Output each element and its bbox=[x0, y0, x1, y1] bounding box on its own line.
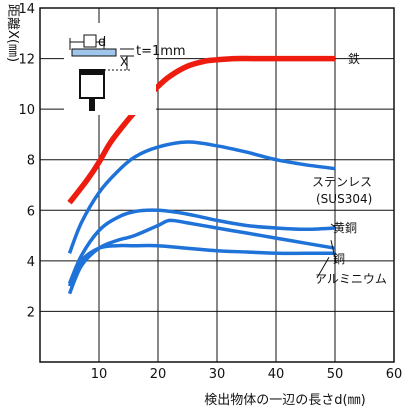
x-tick-label-3: 40 bbox=[268, 367, 285, 382]
inset-sensor-head bbox=[80, 70, 104, 75]
plot-frame bbox=[39, 7, 395, 363]
series-line-3 bbox=[67, 218, 336, 295]
inset-background bbox=[64, 23, 156, 115]
x-tick-label-0: 10 bbox=[91, 367, 108, 382]
x-axis-label: 検出物体の一辺の長さd(㎜) bbox=[204, 393, 365, 408]
y-tick-label-5: 12 bbox=[18, 53, 35, 68]
y-tick-label-3: 8 bbox=[27, 154, 35, 169]
inset-x-label: X bbox=[120, 55, 128, 69]
series-label-2: (SUS304) bbox=[316, 192, 372, 206]
series-label-1: ステンレス bbox=[312, 175, 372, 189]
series-label-4: 銅 bbox=[333, 252, 345, 266]
series-label-5: アルミニウム bbox=[315, 272, 387, 286]
x-tick-label-1: 20 bbox=[150, 367, 167, 382]
series-layer bbox=[67, 55, 336, 295]
inset-d-label: d bbox=[98, 35, 106, 50]
leader-line-5 bbox=[316, 257, 330, 279]
inset-square-icon bbox=[83, 34, 97, 48]
y-tick-label-6: 14 bbox=[18, 2, 35, 17]
inset-diagram: d t=1mm X bbox=[64, 23, 186, 115]
series-line-2 bbox=[67, 208, 336, 285]
axes-layer: 10 20 30 40 50 60 2 4 6 8 10 12 14 bbox=[18, 2, 402, 382]
inset-plate bbox=[71, 48, 117, 57]
series-line-4 bbox=[67, 243, 335, 287]
y-tick-label-1: 4 bbox=[27, 255, 35, 270]
leader-line-3 bbox=[330, 223, 336, 228]
series-label-0: 鉄 bbox=[348, 51, 360, 66]
y-tick-label-2: 6 bbox=[27, 204, 35, 219]
x-tick-label-2: 30 bbox=[209, 367, 226, 382]
series-line-1 bbox=[67, 140, 336, 254]
inset-thickness-label: t=1mm bbox=[136, 44, 186, 59]
series-label-3: 黄銅 bbox=[333, 221, 357, 235]
y-axis-label: 距離X(㎜) bbox=[5, 4, 20, 62]
x-tick-label-4: 50 bbox=[327, 367, 344, 382]
series-line-0 bbox=[67, 55, 335, 205]
inset-sensor-cable bbox=[89, 98, 95, 111]
x-tick-label-5: 60 bbox=[386, 367, 403, 382]
leader-line-4 bbox=[330, 240, 336, 259]
y-tick-label-4: 10 bbox=[18, 103, 35, 118]
y-tick-label-0: 2 bbox=[27, 305, 35, 320]
